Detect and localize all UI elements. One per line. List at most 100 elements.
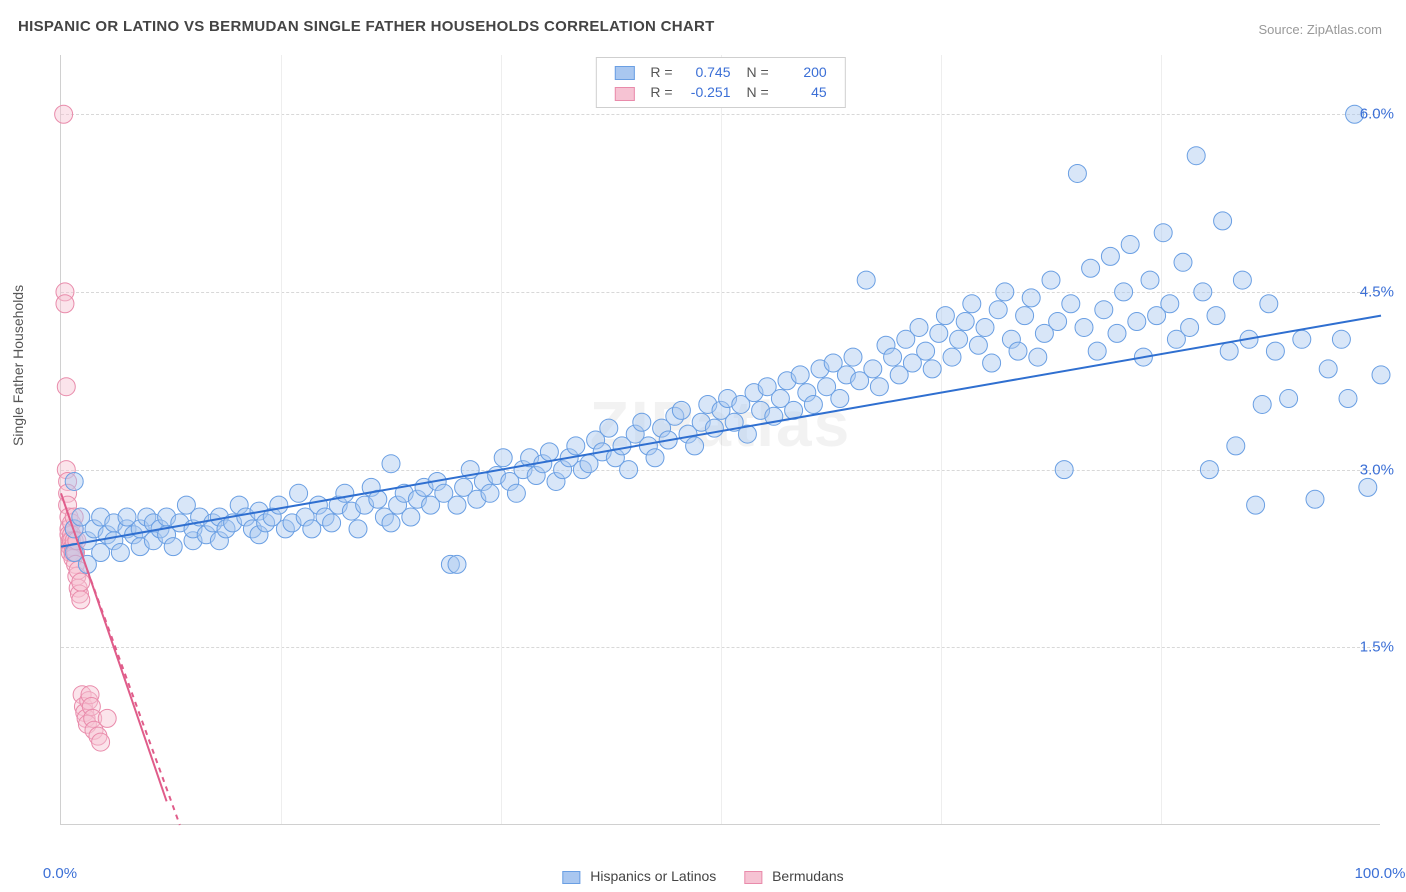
scatter-point-blue [1280,390,1298,408]
scatter-point-blue [917,342,935,360]
scatter-point-blue [996,283,1014,301]
scatter-point-blue [930,324,948,342]
scatter-point-blue [969,336,987,354]
series-name-blue: Hispanics or Latinos [590,868,716,884]
scatter-point-blue [1187,147,1205,165]
legend-row-blue: R = 0.745 N = 200 [606,62,834,82]
trend-line [61,316,1381,547]
swatch-blue [562,871,580,884]
scatter-point-blue [1266,342,1284,360]
scatter-point-blue [620,461,638,479]
scatter-point-blue [1049,313,1067,331]
scatter-point-blue [672,401,690,419]
scatter-point-blue [1108,324,1126,342]
scatter-point-blue [791,366,809,384]
scatter-point-blue [804,395,822,413]
scatter-point-blue [705,419,723,437]
scatter-point-blue [1359,478,1377,496]
series-legend: Hispanics or Latinos Bermudans [550,868,855,884]
legend-item-pink: Bermudans [744,868,843,884]
scatter-point-blue [943,348,961,366]
scatter-point-blue [989,301,1007,319]
plot-area: ZIPatlas R = 0.745 N = 200 R = -0.251 N … [60,55,1380,825]
scatter-point-blue [1022,289,1040,307]
legend-row-pink: R = -0.251 N = 45 [606,82,834,102]
y-tick-label: 6.0% [1360,106,1394,123]
scatter-point-blue [831,390,849,408]
scatter-point-blue [857,271,875,289]
scatter-point-blue [963,295,981,313]
n-label: N = [739,82,777,102]
scatter-point-blue [1181,318,1199,336]
scatter-point-blue [349,520,367,538]
scatter-point-blue [540,443,558,461]
scatter-point-blue [270,496,288,514]
correlation-legend: R = 0.745 N = 200 R = -0.251 N = 45 [595,57,845,108]
scatter-point-blue [1227,437,1245,455]
scatter-point-blue [1207,307,1225,325]
scatter-point-pink [72,573,90,591]
scatter-point-pink [55,105,73,123]
scatter-point-blue [1101,247,1119,265]
scatter-point-blue [1068,164,1086,182]
scatter-point-blue [983,354,1001,372]
trend-line [87,570,179,825]
scatter-point-blue [1128,313,1146,331]
scatter-point-blue [1082,259,1100,277]
scatter-point-blue [382,455,400,473]
scatter-point-blue [1009,342,1027,360]
scatter-point-blue [864,360,882,378]
scatter-point-blue [1016,307,1034,325]
scatter-point-blue [1055,461,1073,479]
scatter-point-blue [844,348,862,366]
series-name-pink: Bermudans [772,868,844,884]
x-tick-label: 100.0% [1355,865,1406,882]
source-attribution: Source: ZipAtlas.com [1258,22,1382,37]
scatter-point-blue [1332,330,1350,348]
y-tick-label: 1.5% [1360,639,1394,656]
scatter-point-blue [936,307,954,325]
y-tick-label: 4.5% [1360,283,1394,300]
scatter-point-blue [884,348,902,366]
scatter-point-blue [1161,295,1179,313]
scatter-point-pink [92,733,110,751]
scatter-point-blue [402,508,420,526]
scatter-point-blue [976,318,994,336]
scatter-point-blue [111,544,129,562]
scatter-point-blue [1115,283,1133,301]
scatter-point-blue [1141,271,1159,289]
swatch-blue [614,66,634,80]
scatter-point-blue [448,555,466,573]
swatch-pink [744,871,762,884]
scatter-point-blue [1214,212,1232,230]
scatter-svg [61,55,1381,825]
scatter-point-blue [870,378,888,396]
scatter-point-blue [382,514,400,532]
scatter-point-blue [448,496,466,514]
scatter-point-blue [1062,295,1080,313]
chart-title: HISPANIC OR LATINO VS BERMUDAN SINGLE FA… [18,18,715,35]
scatter-point-blue [950,330,968,348]
scatter-point-blue [567,437,585,455]
scatter-point-blue [633,413,651,431]
scatter-point-blue [1233,271,1251,289]
y-tick-label: 3.0% [1360,461,1394,478]
x-tick-label: 0.0% [43,865,77,882]
scatter-point-blue [1260,295,1278,313]
r-value-blue: 0.745 [681,62,739,82]
scatter-point-blue [1372,366,1390,384]
scatter-point-blue [1194,283,1212,301]
scatter-point-blue [1095,301,1113,319]
r-value-pink: -0.251 [681,82,739,102]
scatter-point-blue [507,484,525,502]
scatter-point-blue [1088,342,1106,360]
scatter-point-blue [323,514,341,532]
scatter-point-blue [1174,253,1192,271]
scatter-point-blue [1029,348,1047,366]
scatter-point-blue [1042,271,1060,289]
scatter-point-blue [646,449,664,467]
scatter-point-pink [57,378,75,396]
scatter-point-pink [56,295,74,313]
scatter-point-blue [1339,390,1357,408]
n-value-pink: 45 [777,82,835,102]
